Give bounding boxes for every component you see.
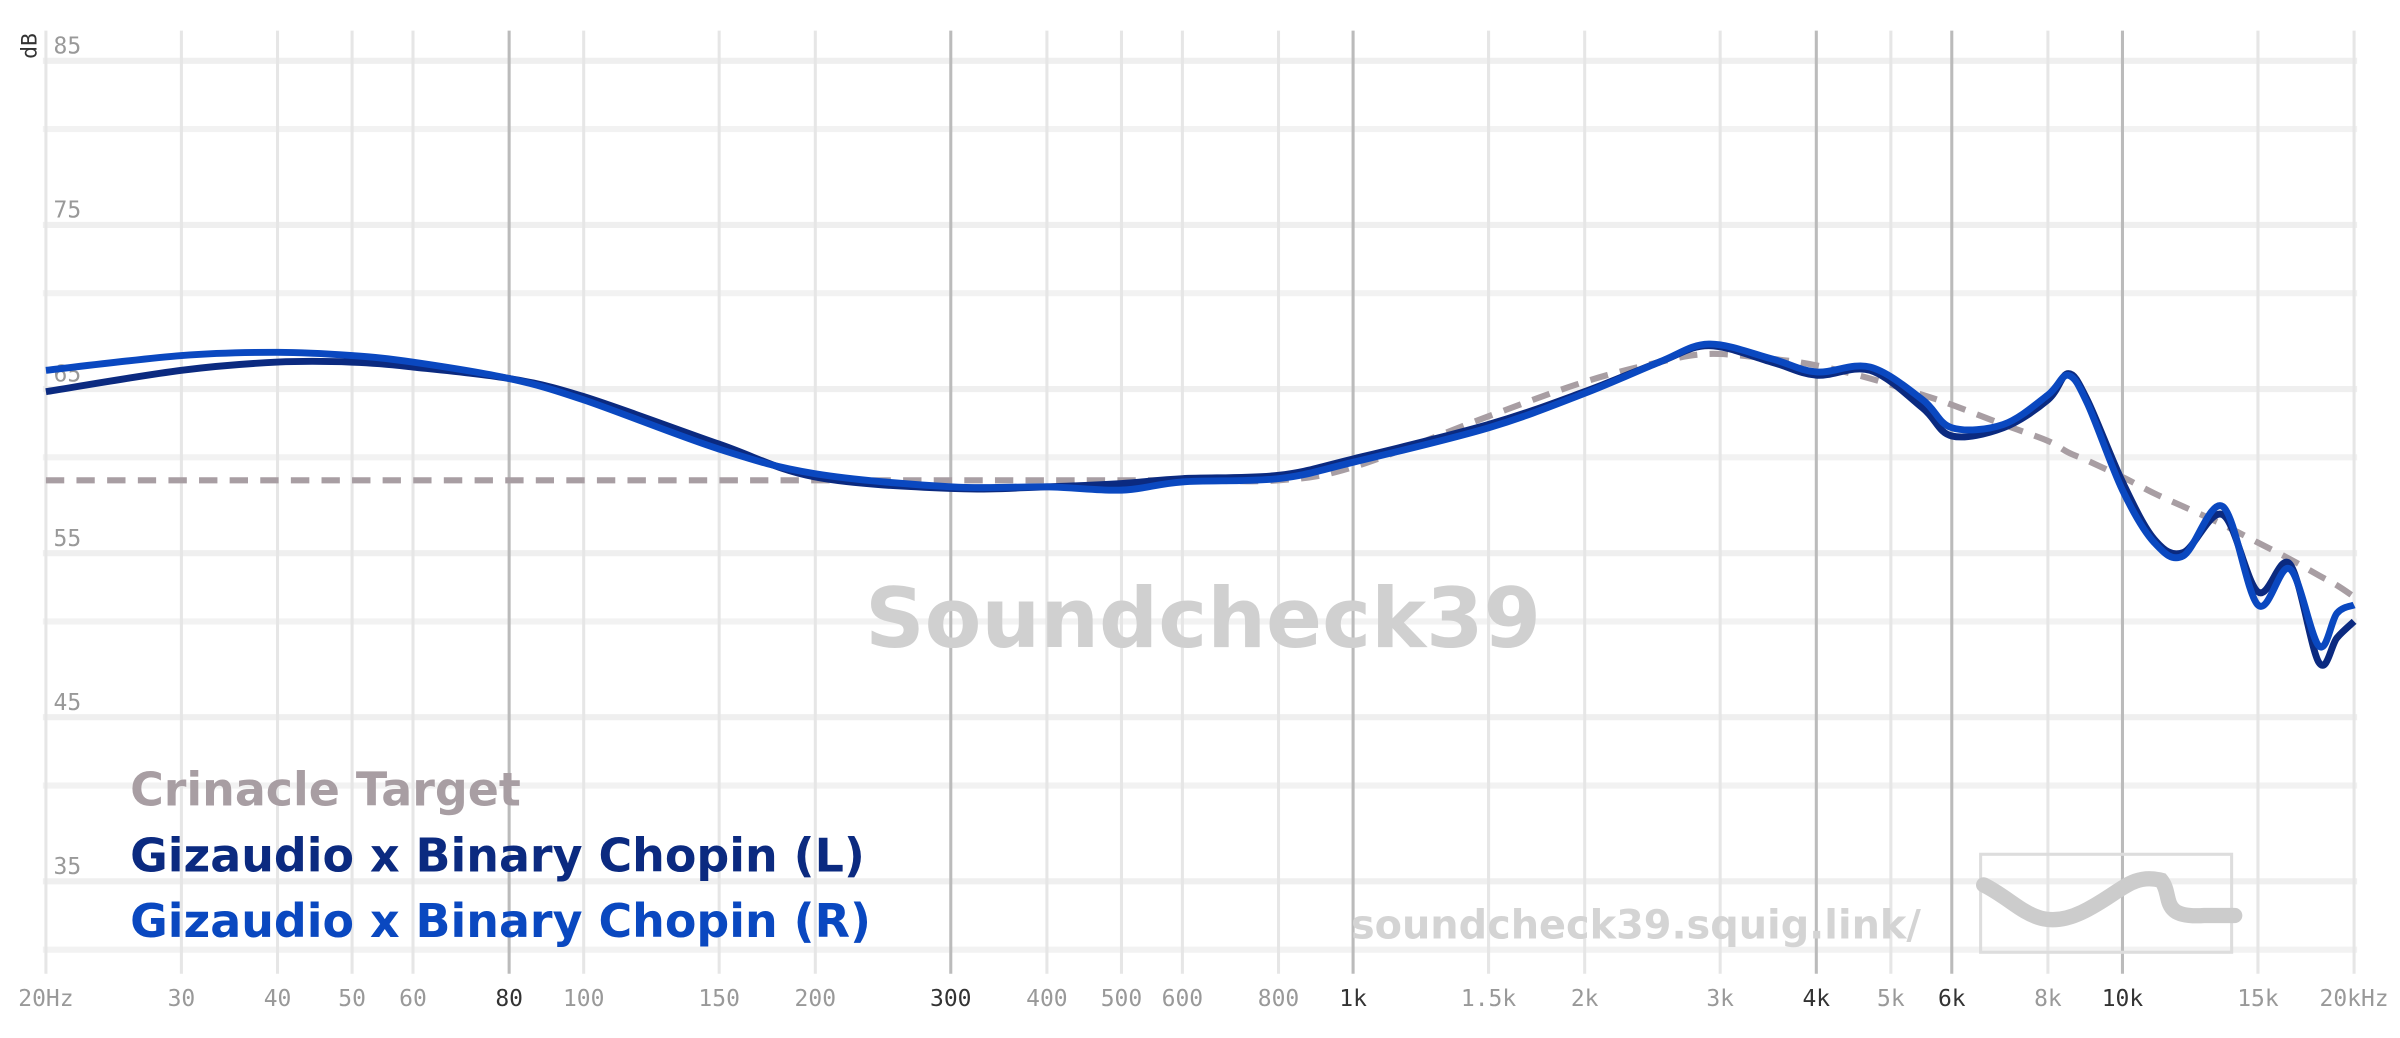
y-axis-label: dB	[18, 33, 43, 59]
x-tick-label: 1k	[1339, 986, 1367, 1012]
y-tick-label: 55	[54, 526, 82, 552]
x-tick-label: 20Hz	[18, 986, 73, 1012]
x-tick-label: 8k	[2034, 986, 2062, 1012]
logo-box	[1979, 852, 2234, 954]
watermark: Soundcheck39	[865, 571, 1541, 667]
y-tick-label: 45	[54, 690, 82, 716]
x-tick-label: 60	[399, 986, 427, 1012]
x-tick-label: 30	[168, 986, 196, 1012]
x-tick-label: 6k	[1938, 986, 1966, 1012]
x-tick-label: 3k	[1706, 986, 1734, 1012]
x-tick-label: 15k	[2237, 986, 2279, 1012]
x-tick-label: 50	[338, 986, 366, 1012]
x-tick-label: 800	[1258, 986, 1299, 1012]
lines	[45, 340, 2357, 669]
x-tick-label: 4k	[1802, 986, 1830, 1012]
legend-entry: Gizaudio x Binary Chopin (L)	[130, 828, 865, 882]
logo	[1976, 852, 2243, 954]
x-tick-label: 2k	[1571, 986, 1599, 1012]
x-tick-label: 400	[1026, 986, 1067, 1012]
logo-squiggle	[1976, 871, 2243, 928]
y-tick-label: 75	[54, 198, 82, 224]
x-tick-label: 5k	[1877, 986, 1905, 1012]
x-tick-label: 80	[495, 986, 523, 1012]
x-tick-label: 300	[930, 986, 971, 1012]
x-tick-label: 1.5k	[1461, 986, 1516, 1012]
legend-entry: Crinacle Target	[130, 763, 521, 817]
y-tick-label: 35	[54, 854, 82, 880]
x-tick-label: 20kHz	[2320, 986, 2389, 1012]
x-tick-label: 10k	[2102, 986, 2144, 1012]
x-tick-label: 40	[264, 986, 292, 1012]
x-tick-label: 200	[795, 986, 836, 1012]
x-tick-label: 150	[698, 986, 739, 1012]
x-tick-label: 100	[563, 986, 604, 1012]
legend-entry: Gizaudio x Binary Chopin (R)	[130, 894, 871, 948]
y-tick-label: 85	[54, 34, 82, 60]
url: soundcheck39.squig.link/	[1351, 902, 1921, 948]
series-line	[45, 350, 2356, 600]
series-line	[45, 340, 2356, 651]
legend: Crinacle Target Gizaudio x Binary Chopin …	[130, 763, 871, 949]
x-tick-label: 600	[1162, 986, 1203, 1012]
x-tick-label: 500	[1101, 986, 1142, 1012]
